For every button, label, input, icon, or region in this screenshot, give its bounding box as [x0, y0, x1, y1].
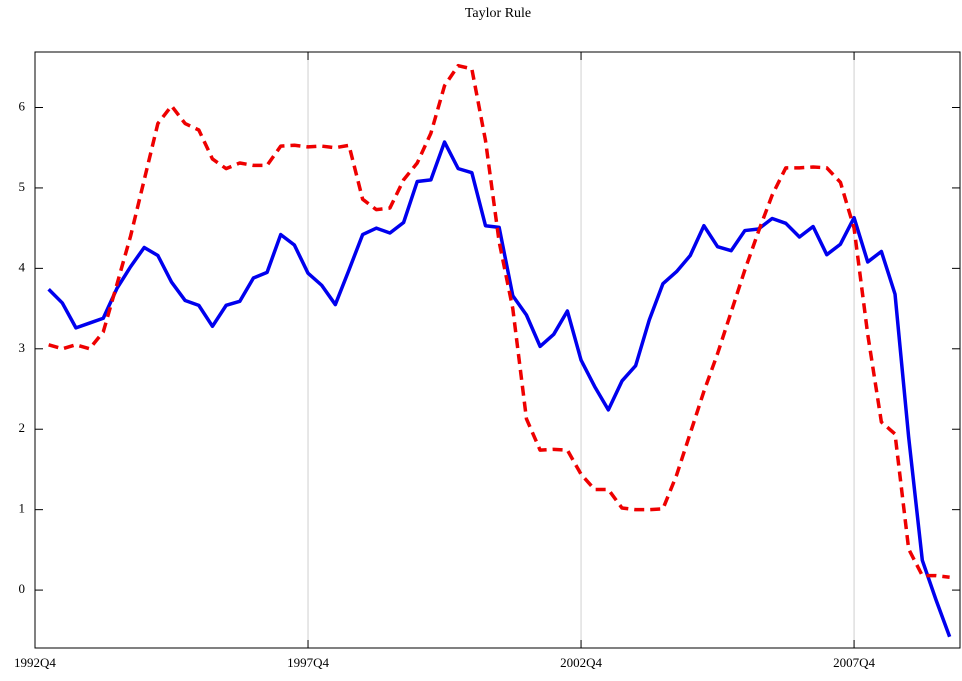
- y-tick-label: 4: [19, 259, 26, 274]
- x-tick-label: 2007Q4: [833, 655, 875, 670]
- y-tick-label: 5: [19, 179, 26, 194]
- y-tick-label: 3: [19, 340, 26, 355]
- series-line: [48, 63, 950, 579]
- x-tick-label: 2002Q4: [560, 655, 602, 670]
- y-tick-label: 0: [19, 581, 26, 596]
- chart-title: Taylor Rule: [465, 6, 531, 21]
- y-tick-label: 1: [19, 501, 26, 516]
- y-tick-label: 2: [19, 420, 26, 435]
- series-line: [47, 140, 952, 638]
- plot-frame: [34, 51, 961, 649]
- y-tick-label: 6: [19, 98, 26, 113]
- x-tick-label: 1992Q4: [14, 655, 56, 670]
- x-tick-label: 1997Q4: [287, 655, 329, 670]
